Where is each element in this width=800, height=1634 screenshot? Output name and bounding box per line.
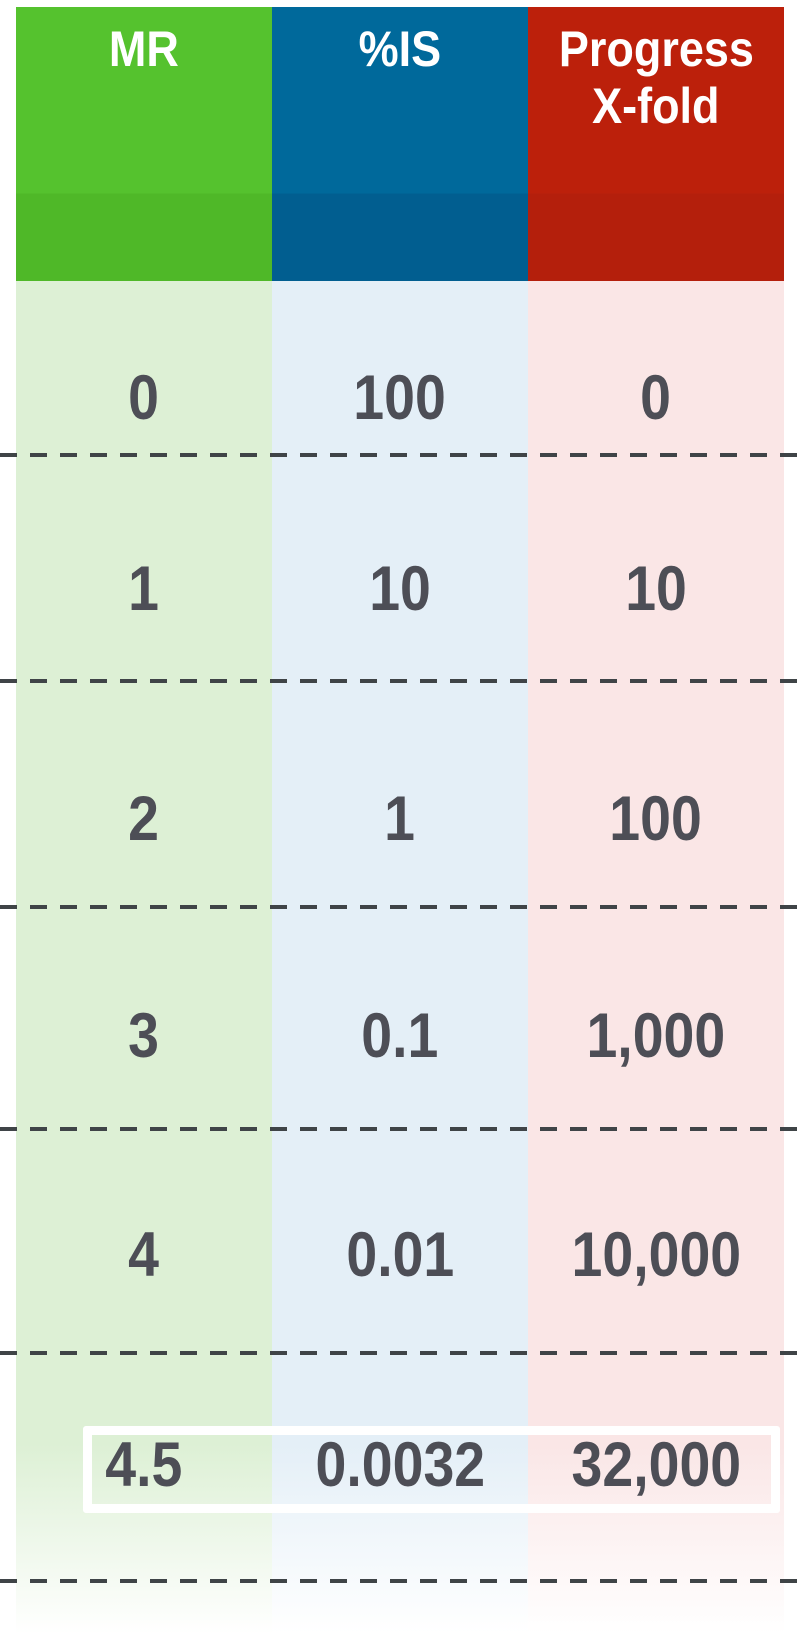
header-cell-mr: MR	[16, 7, 272, 281]
header-label-progress-line2: X-fold	[592, 78, 720, 134]
cell-progress: 10	[625, 554, 687, 624]
cell-progress: 32,000	[571, 1430, 741, 1500]
header-cell-is: %IS	[272, 7, 528, 281]
row-separator	[0, 1127, 800, 1131]
column-background-progress	[528, 281, 784, 1634]
cell-progress: 10,000	[571, 1220, 741, 1290]
cell-is: 0.0032	[315, 1430, 485, 1500]
highlight-box	[83, 1426, 780, 1513]
cell-is: 1	[384, 784, 416, 854]
cell-is: 0.1	[361, 1001, 439, 1071]
cell-progress: 0	[640, 363, 672, 433]
cell-is: 10	[369, 554, 431, 624]
row-separator	[0, 1351, 800, 1355]
cell-progress: 100	[609, 784, 703, 854]
cell-is: 0.01	[346, 1220, 454, 1290]
table-row: 2 1 100	[16, 681, 784, 905]
row-separator	[0, 679, 800, 683]
table-row-highlighted: 4.5 0.0032 32,000	[16, 1351, 784, 1579]
table-row: 1 10 10	[16, 455, 784, 679]
header-label-is: %IS	[358, 21, 442, 77]
column-background-is	[272, 281, 528, 1634]
row-separator	[0, 453, 800, 457]
cell-mr: 1	[128, 554, 160, 624]
table-row: 4 0.01 10,000	[16, 1127, 784, 1351]
header-cell-progress: Progress X-fold	[528, 7, 784, 281]
table-row: 0 100 0	[16, 281, 784, 455]
header-label-progress-line1: Progress	[558, 21, 754, 77]
column-background-mr	[16, 281, 272, 1634]
cell-mr: 4.5	[105, 1430, 183, 1500]
table-row: 3 0.1 1,000	[16, 905, 784, 1127]
cell-mr: 3	[128, 1001, 160, 1071]
cell-progress: 1,000	[586, 1001, 726, 1071]
cell-mr: 0	[128, 363, 160, 433]
cell-is: 100	[353, 363, 447, 433]
cell-mr: 2	[128, 784, 160, 854]
header-label-mr: MR	[108, 21, 179, 77]
cell-mr: 4	[128, 1220, 160, 1290]
row-separator	[0, 1579, 800, 1583]
row-separator	[0, 905, 800, 909]
